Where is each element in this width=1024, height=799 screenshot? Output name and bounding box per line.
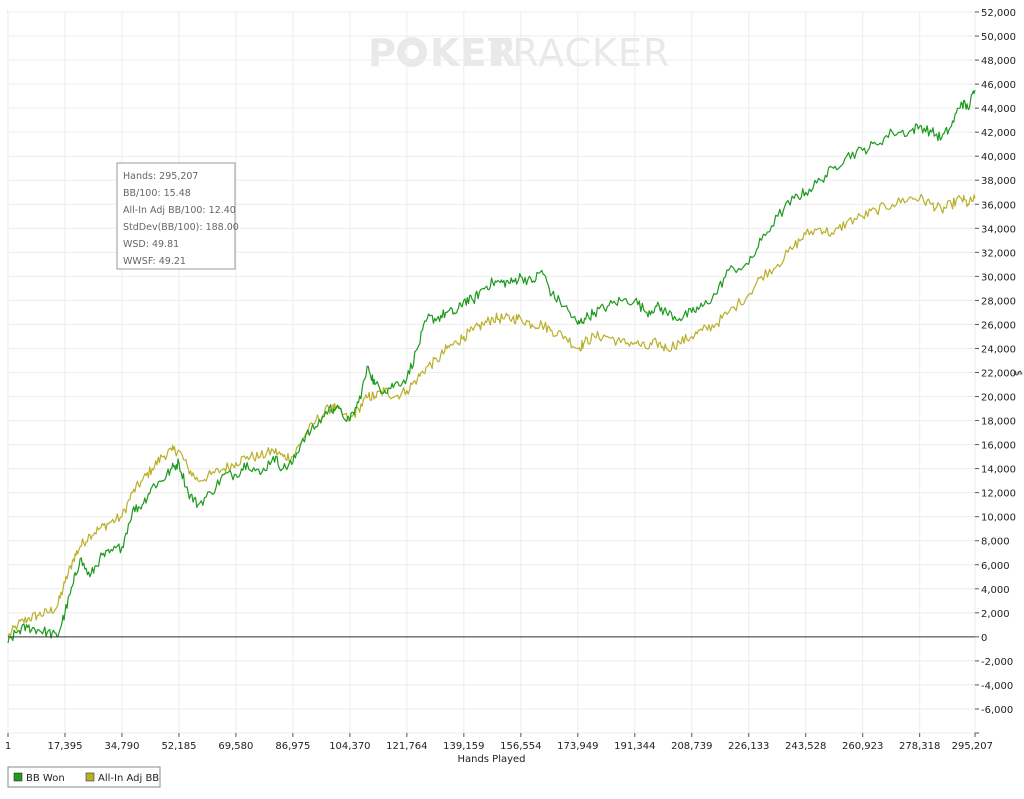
y-axis-title: $ <box>1012 370 1023 376</box>
x-tick-label: 191,344 <box>614 741 655 752</box>
x-tick-label: 69,580 <box>218 741 253 752</box>
x-tick-label: 104,370 <box>329 741 370 752</box>
y-tick-label: 38,000 <box>981 176 1016 187</box>
stats-bb100: BB/100: 15.48 <box>123 188 191 199</box>
stats-allin-adj: All-In Adj BB/100: 12.40 <box>123 205 236 216</box>
stats-box-frame <box>116 162 236 270</box>
x-tick-label: 278,318 <box>899 741 940 752</box>
x-tick-label: 34,790 <box>104 741 139 752</box>
x-tick-label: 260,923 <box>842 741 883 752</box>
chip-icon <box>397 37 427 67</box>
y-tick-label: -2,000 <box>981 657 1013 668</box>
x-tick-label: 52,185 <box>161 741 196 752</box>
y-tick-label: 22,000 <box>981 369 1016 380</box>
y-tick-label: 32,000 <box>981 248 1016 259</box>
series-line-bb-won <box>7 89 976 644</box>
series-layer <box>7 89 976 644</box>
stats-stddev: StdDev(BB/100): 188.00 <box>123 222 239 233</box>
legend: BB Won All-In Adj BB <box>7 766 161 788</box>
watermark-left: P <box>368 31 397 75</box>
watermark-right: TRACKER <box>487 31 670 75</box>
stats-wwsf: WWSF: 49.21 <box>123 256 186 267</box>
y-tick-label: 4,000 <box>981 585 1010 596</box>
y-tick-label: 44,000 <box>981 104 1016 115</box>
y-tick-label: 26,000 <box>981 320 1016 331</box>
y-tick-label: 16,000 <box>981 441 1016 452</box>
y-tick-label: 42,000 <box>981 128 1016 139</box>
legend-item-bb-won[interactable]: BB Won <box>13 772 65 784</box>
y-tick-label: 12,000 <box>981 489 1016 500</box>
legend-swatch-allin-adj-bb <box>85 772 95 782</box>
legend-label-bb-won: BB Won <box>26 773 65 784</box>
y-tick-label: 52,000 <box>981 8 1016 19</box>
y-tick-label: 50,000 <box>981 32 1016 43</box>
y-tick-label: 6,000 <box>981 561 1010 572</box>
x-tick-label: 156,554 <box>500 741 541 752</box>
y-tick-label: 30,000 <box>981 272 1016 283</box>
y-tick-label: 24,000 <box>981 344 1016 355</box>
y-tick-label: 18,000 <box>981 417 1016 428</box>
legend-swatch-bb-won <box>13 772 23 782</box>
x-tick-label: 243,528 <box>785 741 826 752</box>
y-tick-label: 34,000 <box>981 224 1016 235</box>
y-tick-label: -6,000 <box>981 705 1013 716</box>
y-tick-label: 48,000 <box>981 56 1016 67</box>
x-tick-label: 86,975 <box>275 741 310 752</box>
x-axis-title: Hands Played <box>457 754 525 765</box>
x-tick-label: 173,949 <box>557 741 598 752</box>
y-axis-ticks: -6,000 -4,000 -2,000 0 2,000 4,000 6,000 8,000 1… <box>975 8 1016 734</box>
watermark-middle: KER <box>430 31 518 75</box>
x-tick-label: 121,764 <box>386 741 427 752</box>
stats-wsd: WSD: 49.81 <box>123 239 179 250</box>
y-tick-label: 40,000 <box>981 152 1016 163</box>
legend-label-allin-adj-bb: All-In Adj BB <box>98 773 159 784</box>
x-tick-label: 17,395 <box>47 741 82 752</box>
x-axis-ticks: 1 17,395 34,790 52,185 69,580 86,975 104,370 12… <box>5 733 993 752</box>
y-tick-label: 14,000 <box>981 465 1016 476</box>
y-tick-label: 2,000 <box>981 609 1010 620</box>
legend-frame <box>7 766 161 788</box>
series-line-all-in-adj-bb <box>7 193 976 638</box>
y-tick-label: 10,000 <box>981 513 1016 524</box>
y-tick-label: 8,000 <box>981 537 1010 548</box>
y-tick-label: 46,000 <box>981 80 1016 91</box>
x-tick-label: 226,133 <box>728 741 769 752</box>
x-tick-label: 208,739 <box>671 741 712 752</box>
stats-box: Hands: 295,207 BB/100: 15.48 All-In Adj … <box>116 162 239 270</box>
y-tick-label: -4,000 <box>981 681 1013 692</box>
stats-hands: Hands: 295,207 <box>123 171 198 182</box>
y-tick-label: 28,000 <box>981 296 1016 307</box>
x-tick-label: 295,207 <box>952 741 993 752</box>
y-tick-label: 20,000 <box>981 393 1016 404</box>
y-tick-label: 36,000 <box>981 200 1016 211</box>
y-tick-label: 0 <box>981 633 987 644</box>
legend-item-allin-adj-bb[interactable]: All-In Adj BB <box>85 772 159 784</box>
x-tick-label: 1 <box>5 741 11 752</box>
x-tick-label: 139,159 <box>443 741 484 752</box>
